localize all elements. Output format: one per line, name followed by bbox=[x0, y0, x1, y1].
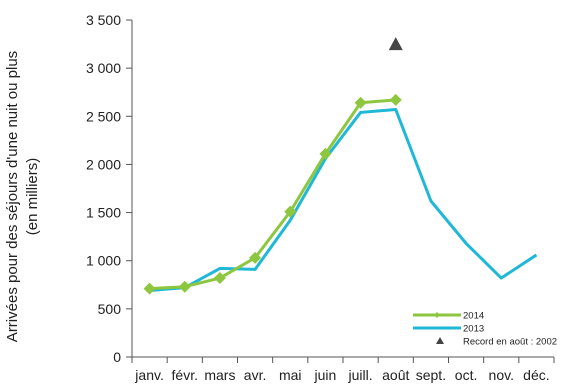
data-point-2014 bbox=[389, 93, 402, 106]
x-tick-label: oct. bbox=[455, 367, 478, 383]
legend-label-2014: 2014 bbox=[463, 311, 484, 322]
x-tick-label: mars bbox=[204, 367, 235, 383]
legend-marker-2014 bbox=[434, 312, 440, 318]
data-point-2014 bbox=[143, 282, 156, 295]
x-tick-label: nov. bbox=[489, 367, 514, 383]
data-point-2014 bbox=[354, 96, 367, 109]
series-line-2013 bbox=[149, 108, 538, 293]
legend-marker-record bbox=[436, 337, 444, 344]
x-tick-label: févr. bbox=[172, 367, 198, 383]
y-tick-label: 0 bbox=[113, 349, 121, 365]
y-axis-title: Arrivées pour des séjours d'une nuit ou … bbox=[4, 51, 21, 342]
y-tick-label: 3 000 bbox=[86, 60, 121, 76]
x-tick-label: août bbox=[382, 367, 409, 383]
x-tick-label: déc. bbox=[523, 367, 549, 383]
y-tick-label: 3 500 bbox=[86, 12, 121, 28]
x-tick-label: janv. bbox=[134, 367, 164, 383]
data-point-2014 bbox=[319, 147, 332, 160]
x-tick-label: mai bbox=[279, 367, 302, 383]
x-tick-label: avr. bbox=[244, 367, 267, 383]
y-tick-label: 1 000 bbox=[86, 253, 121, 269]
series-line-2014 bbox=[149, 98, 396, 291]
legend-label-2013: 2013 bbox=[463, 324, 484, 335]
y-tick-label: 2 500 bbox=[86, 108, 121, 124]
x-tick-label: sept. bbox=[416, 367, 446, 383]
legend-label-record: Record en août : 2002 bbox=[463, 337, 557, 348]
data-point-2014 bbox=[213, 272, 226, 285]
x-tick-label: juill. bbox=[348, 367, 373, 383]
data-point-2014 bbox=[249, 251, 262, 264]
record-marker bbox=[388, 37, 403, 51]
y-tick-label: 500 bbox=[98, 301, 122, 317]
y-tick-label: 1 500 bbox=[86, 205, 121, 221]
data-point-2014 bbox=[284, 205, 297, 218]
y-axis-subtitle: (en milliers) bbox=[24, 158, 41, 236]
y-tick-label: 2 000 bbox=[86, 156, 121, 172]
data-point-2014 bbox=[178, 280, 191, 293]
x-tick-label: juin bbox=[314, 367, 337, 383]
